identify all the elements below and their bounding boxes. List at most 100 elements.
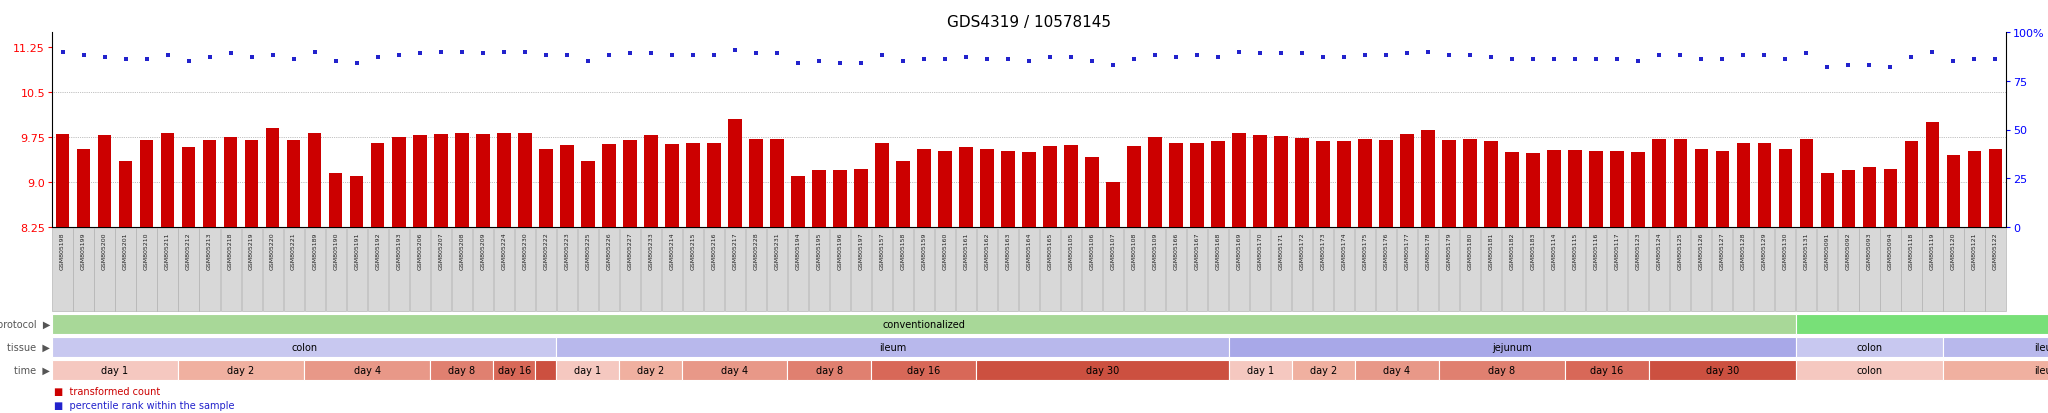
Bar [283, 228, 303, 311]
Bar [1001, 152, 1016, 228]
Text: GSM805179: GSM805179 [1446, 232, 1452, 269]
Text: GSM805159: GSM805159 [922, 232, 926, 269]
Text: GSM805226: GSM805226 [606, 232, 610, 269]
Bar [1417, 228, 1438, 311]
Bar [514, 228, 535, 311]
Text: GSM805207: GSM805207 [438, 232, 442, 269]
Text: GSM805201: GSM805201 [123, 232, 129, 269]
Text: GSM805167: GSM805167 [1194, 232, 1200, 269]
Text: GSM805162: GSM805162 [985, 232, 989, 269]
Point [1810, 64, 1843, 71]
Bar [1985, 228, 2005, 311]
Point [1663, 53, 1696, 59]
Bar [1081, 228, 1102, 311]
Bar [53, 228, 72, 311]
Bar [1901, 228, 1921, 311]
Bar [682, 228, 702, 311]
Text: GSM805170: GSM805170 [1257, 232, 1264, 269]
Bar [666, 145, 678, 228]
Text: day 1: day 1 [102, 365, 129, 375]
Bar [1505, 153, 1520, 228]
Text: GSM805198: GSM805198 [59, 232, 66, 269]
Bar [1397, 228, 1417, 311]
Bar [326, 228, 346, 311]
Text: GSM805093: GSM805093 [1868, 232, 1872, 269]
Bar [199, 228, 219, 311]
Point [1012, 59, 1044, 65]
Bar [913, 228, 934, 311]
Bar [786, 360, 870, 380]
Bar [893, 228, 913, 311]
Point [1749, 53, 1782, 59]
Text: GSM805092: GSM805092 [1845, 232, 1851, 269]
Text: GSM805129: GSM805129 [1761, 232, 1767, 269]
Bar [1944, 228, 1964, 311]
Bar [1274, 136, 1288, 228]
Bar [1042, 147, 1057, 228]
Point [1958, 57, 1991, 64]
Text: GSM805158: GSM805158 [901, 232, 905, 269]
Text: GSM805206: GSM805206 [418, 232, 422, 269]
Bar [305, 228, 326, 311]
Text: day 2: day 2 [637, 365, 664, 375]
Bar [1020, 228, 1038, 311]
Point [1286, 51, 1319, 58]
Bar [813, 171, 825, 228]
Point [172, 59, 205, 65]
Point [991, 57, 1024, 64]
Bar [51, 314, 1796, 334]
Bar [1126, 147, 1141, 228]
Bar [1229, 228, 1249, 311]
Text: GSM805122: GSM805122 [1993, 232, 1999, 269]
Bar [1923, 228, 1944, 311]
Bar [1294, 138, 1309, 228]
Bar [1065, 145, 1077, 228]
Text: ■  percentile rank within the sample: ■ percentile rank within the sample [53, 400, 236, 410]
Text: GSM805196: GSM805196 [838, 232, 842, 269]
Bar [1356, 228, 1376, 311]
Point [152, 53, 184, 59]
Bar [1880, 228, 1901, 311]
Text: GSM805199: GSM805199 [82, 232, 86, 269]
Bar [1860, 228, 1880, 311]
Bar [475, 135, 489, 228]
Text: protocol  ▶: protocol ▶ [0, 319, 49, 329]
Bar [178, 360, 305, 380]
Bar [1460, 228, 1481, 311]
Bar [977, 360, 1229, 380]
Text: day 8: day 8 [449, 365, 475, 375]
Bar [956, 228, 977, 311]
Text: ileum: ileum [2034, 365, 2048, 375]
Bar [958, 148, 973, 228]
Text: ileum: ileum [2034, 342, 2048, 352]
Bar [1733, 228, 1753, 311]
Bar [1632, 153, 1645, 228]
Text: GSM805118: GSM805118 [1909, 232, 1915, 269]
Text: GSM805105: GSM805105 [1069, 232, 1073, 269]
Bar [1776, 228, 1796, 311]
Bar [453, 228, 471, 311]
Bar [872, 228, 893, 311]
Text: GSM805214: GSM805214 [670, 232, 674, 269]
Point [1370, 53, 1403, 59]
Point [1622, 59, 1655, 65]
Text: GSM805168: GSM805168 [1217, 232, 1221, 269]
Bar [1649, 360, 1796, 380]
Bar [1317, 142, 1329, 228]
Bar [137, 228, 156, 311]
Bar [305, 360, 430, 380]
Bar [834, 171, 846, 228]
Bar [1524, 228, 1544, 311]
Text: GSM805166: GSM805166 [1174, 232, 1178, 269]
Point [1978, 57, 2011, 64]
Point [1475, 55, 1507, 62]
Bar [51, 337, 557, 357]
Bar [623, 141, 637, 228]
Bar [1229, 337, 1796, 357]
Point [109, 57, 141, 64]
Bar [1249, 228, 1270, 311]
Bar [1376, 228, 1397, 311]
Text: GSM805108: GSM805108 [1133, 232, 1137, 269]
Bar [557, 360, 618, 380]
Point [1034, 55, 1067, 62]
